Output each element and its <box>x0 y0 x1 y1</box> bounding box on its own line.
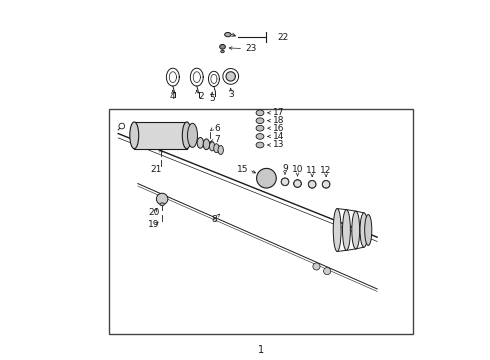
Text: 1: 1 <box>258 345 264 355</box>
Text: 9: 9 <box>282 164 288 173</box>
Ellipse shape <box>257 168 276 188</box>
Text: 20: 20 <box>148 208 160 217</box>
Ellipse shape <box>365 215 372 246</box>
Text: 22: 22 <box>277 33 289 42</box>
Text: 21: 21 <box>150 165 161 174</box>
Circle shape <box>281 178 289 185</box>
Ellipse shape <box>343 210 350 250</box>
Ellipse shape <box>360 213 368 247</box>
Ellipse shape <box>160 203 164 206</box>
Ellipse shape <box>197 138 203 148</box>
Circle shape <box>322 181 330 188</box>
Text: 5: 5 <box>209 94 215 103</box>
Circle shape <box>309 181 316 188</box>
Ellipse shape <box>218 145 223 154</box>
Ellipse shape <box>352 211 360 249</box>
Text: 6: 6 <box>215 124 220 133</box>
Bar <box>134 122 187 149</box>
Ellipse shape <box>333 208 341 251</box>
Text: 23: 23 <box>245 44 256 53</box>
Ellipse shape <box>182 122 191 149</box>
Ellipse shape <box>214 144 219 153</box>
Circle shape <box>323 267 331 275</box>
Text: 11: 11 <box>306 166 318 175</box>
Polygon shape <box>226 72 235 81</box>
Ellipse shape <box>256 134 264 139</box>
Circle shape <box>119 123 124 129</box>
Text: 14: 14 <box>273 132 284 141</box>
Circle shape <box>313 263 320 270</box>
Ellipse shape <box>322 180 330 188</box>
Text: 10: 10 <box>292 166 303 175</box>
Text: 8: 8 <box>212 215 218 224</box>
Text: 4: 4 <box>170 92 175 101</box>
Ellipse shape <box>308 180 316 188</box>
Ellipse shape <box>256 110 264 116</box>
Circle shape <box>156 193 168 204</box>
Text: 12: 12 <box>320 166 332 175</box>
Bar <box>109 109 413 334</box>
Ellipse shape <box>203 139 210 150</box>
Ellipse shape <box>209 142 215 151</box>
Ellipse shape <box>188 123 197 147</box>
Text: 16: 16 <box>273 124 284 133</box>
Ellipse shape <box>256 142 264 148</box>
Ellipse shape <box>281 178 289 186</box>
Ellipse shape <box>224 32 231 37</box>
Circle shape <box>294 180 301 187</box>
Ellipse shape <box>130 122 139 149</box>
Text: 3: 3 <box>228 90 234 99</box>
Ellipse shape <box>294 180 301 188</box>
Ellipse shape <box>256 118 264 123</box>
Text: 18: 18 <box>273 116 284 125</box>
Text: 2: 2 <box>198 92 204 101</box>
Ellipse shape <box>220 50 224 53</box>
Text: 13: 13 <box>273 140 284 149</box>
Ellipse shape <box>220 44 225 49</box>
Text: 15: 15 <box>237 165 248 174</box>
Ellipse shape <box>256 125 264 131</box>
Text: 17: 17 <box>273 108 284 117</box>
Text: 7: 7 <box>215 135 220 144</box>
Text: 19: 19 <box>148 220 160 229</box>
